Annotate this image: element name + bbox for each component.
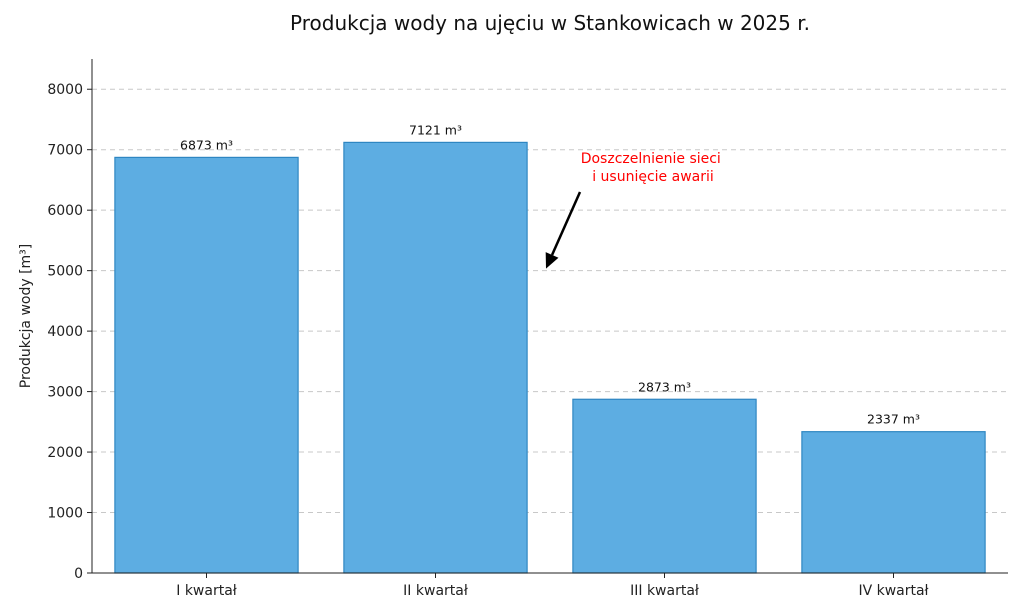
y-axis-label: Produkcja wody [m³] (18, 244, 34, 389)
y-tick-label: 5000 (47, 264, 83, 280)
y-tick-label: 4000 (47, 324, 83, 340)
y-tick-label: 2000 (47, 445, 83, 461)
annotation-text: Doszczelnienie sieci i usunięcie awarii (581, 151, 726, 185)
x-tick-label: III kwartał (630, 583, 699, 599)
x-tick-label: IV kwartał (858, 583, 928, 599)
y-tick-label: 8000 (47, 82, 83, 98)
y-axis-ticks: 0 1000 2000 3000 4000 5000 6000 7000 8000 (47, 82, 92, 582)
y-tick-label: 1000 (47, 506, 83, 522)
annotation-line-1: Doszczelnienie sieci (581, 151, 721, 167)
data-labels: 6873 m³ 7121 m³ 2873 m³ 2337 m³ (180, 122, 920, 426)
bar-data-label: 7121 m³ (409, 122, 462, 137)
x-tick-label: I kwartał (176, 583, 237, 599)
x-axis-ticks: I kwartał II kwartał III kwartał IV kwartał (176, 573, 929, 599)
bar (343, 141, 528, 574)
x-tick-label: II kwartał (403, 583, 468, 599)
annotation-arrow-line (550, 191, 582, 256)
bar (801, 431, 986, 574)
annotation-line-2: i usunięcie awarii (592, 169, 714, 185)
bar-data-label: 2337 m³ (867, 412, 920, 427)
chart-title: Produkcja wody na ujęciu w Stankowicach … (290, 11, 810, 35)
bar-data-label: 2873 m³ (638, 379, 691, 394)
annotation: Doszczelnienie sieci i usunięcie awarii (545, 151, 726, 269)
bar (114, 156, 299, 574)
bars (114, 141, 986, 574)
bar-data-label: 6873 m³ (180, 137, 233, 152)
y-tick-label: 6000 (47, 203, 83, 219)
annotation-arrow-head (545, 252, 559, 269)
bar (572, 398, 757, 574)
y-tick-label: 3000 (47, 385, 83, 401)
y-tick-label: 0 (74, 566, 83, 582)
y-tick-label: 7000 (47, 143, 83, 159)
